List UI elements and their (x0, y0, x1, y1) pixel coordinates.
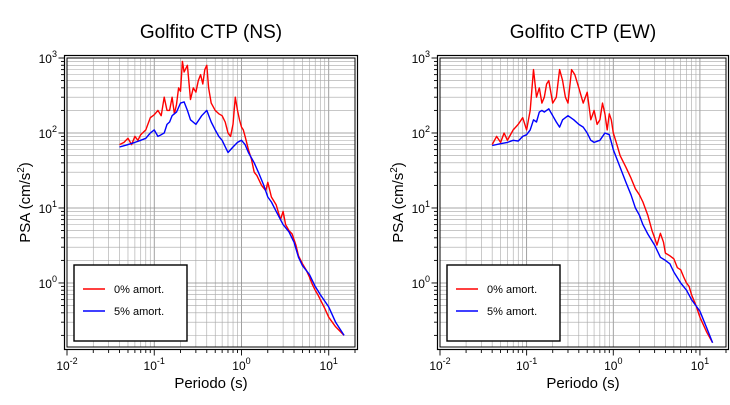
legend: 0% amort. 5% amort. (73, 264, 188, 342)
legend-box (73, 264, 188, 342)
x-tick-label: 10-2 (429, 356, 450, 373)
plot-frame-outer (63, 54, 359, 351)
y-tick-label: 101 (412, 199, 430, 216)
y-tick-label: 101 (39, 199, 57, 216)
chart-panel-1: 10-2 10-1 100 101 100 101 102 103 Golfito CTP (N… (16, 22, 359, 392)
series-line-damped (119, 101, 345, 336)
plot-frame-inner (66, 57, 356, 348)
x-tick-label: 100 (232, 356, 250, 373)
legend: 0% amort. 5% amort. (446, 264, 561, 342)
legend-label: 0% amort. (114, 284, 164, 296)
x-tick-label: 100 (604, 356, 622, 373)
x-tick-label: 10-1 (144, 356, 165, 373)
series-line-undamped (491, 68, 714, 344)
legend-label: 0% amort. (487, 284, 537, 296)
series-line-undamped (119, 60, 345, 336)
legend-box (446, 264, 561, 342)
y-tick-label: 103 (39, 49, 57, 66)
series-line-damped (492, 108, 714, 343)
y-tick-label: 103 (412, 49, 430, 66)
chart-title: Golfito CTP (NS) (140, 22, 282, 43)
x-tick-label: 10-1 (516, 356, 537, 373)
y-tick-label: 102 (412, 124, 430, 141)
y-axis-label: PSA (cm/s2) (389, 162, 407, 243)
plot-frame-outer (436, 54, 730, 351)
y-axis-label: PSA (cm/s2) (16, 162, 34, 243)
chart-title: Golfito CTP (EW) (510, 22, 656, 43)
legend-label: 5% amort. (114, 306, 164, 318)
x-tick-label: 101 (691, 356, 709, 373)
legend-label: 5% amort. (487, 306, 537, 318)
x-tick-label: 101 (320, 356, 338, 373)
x-tick-label: 10-2 (56, 356, 77, 373)
y-tick-label: 100 (39, 274, 57, 291)
plot-frame-inner (439, 57, 727, 348)
x-axis-label: Periodo (s) (546, 375, 619, 392)
grid-lines (66, 57, 356, 347)
y-tick-label: 102 (39, 124, 57, 141)
chart-panel-2: 10-2 10-1 100 101 100 101 102 103 Golfito CTP (E… (389, 22, 730, 392)
y-tick-label: 100 (412, 274, 430, 291)
x-axis-label: Periodo (s) (174, 375, 247, 392)
